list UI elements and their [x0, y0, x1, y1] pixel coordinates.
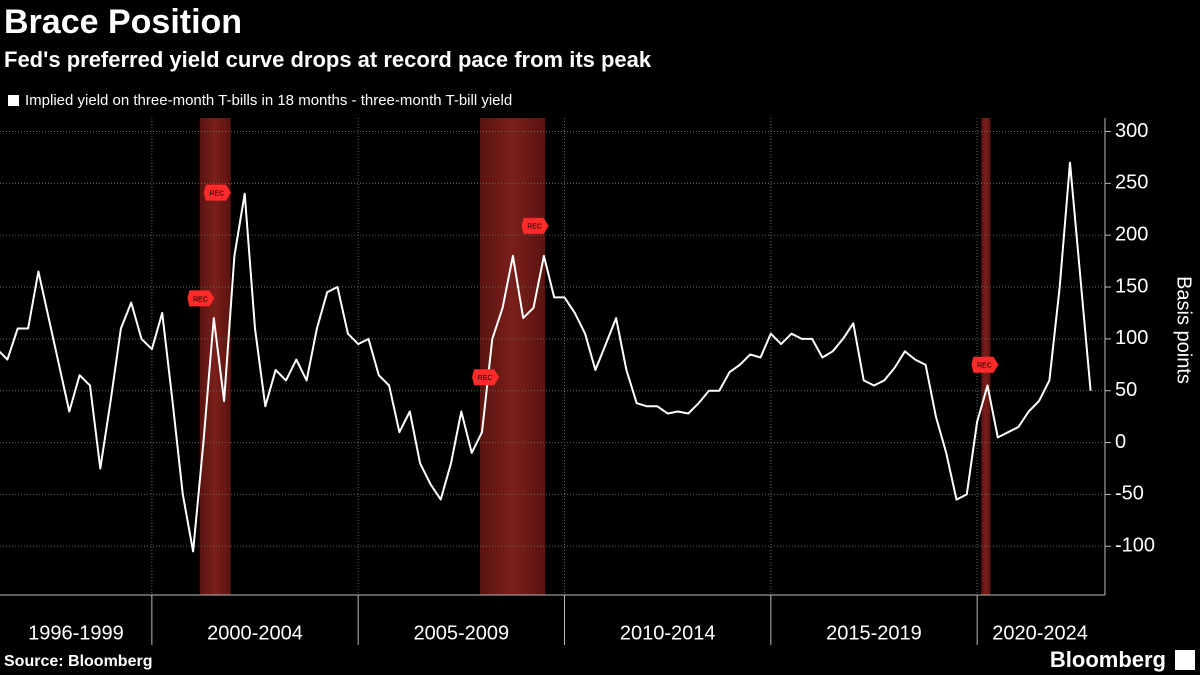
chart-title: Brace Position	[4, 3, 242, 41]
recession-band	[981, 118, 991, 595]
x-group-label: 2015-2019	[826, 622, 922, 644]
brand-icon	[1175, 650, 1195, 670]
annotation-marker	[971, 356, 999, 373]
y-tick-label: -50	[1115, 483, 1144, 505]
y-tick-label: 50	[1115, 379, 1137, 401]
x-group-label: 2005-2009	[414, 622, 510, 644]
y-tick-label: 0	[1115, 431, 1126, 453]
annotation: REC	[971, 356, 999, 373]
y-tick-label: 200	[1115, 223, 1148, 245]
annotation: REC	[472, 369, 500, 386]
annotation: REC	[521, 217, 549, 234]
y-axis-label: Basis points	[1173, 276, 1195, 384]
annotation-marker	[521, 217, 549, 234]
legend-swatch	[8, 95, 19, 106]
brand: Bloomberg	[1050, 647, 1166, 672]
annotation-label: REC	[193, 296, 208, 303]
chart-subtitle: Fed's preferred yield curve drops at rec…	[4, 47, 652, 72]
annotation-label: REC	[527, 224, 542, 231]
y-tick-label: 150	[1115, 275, 1148, 297]
annotation-marker	[187, 290, 215, 307]
y-tick-label: 100	[1115, 327, 1148, 349]
x-group-label: 2000-2004	[207, 622, 303, 644]
legend-label: Implied yield on three-month T-bills in …	[25, 92, 512, 109]
annotation-label: REC	[478, 375, 493, 382]
y-tick-label: 250	[1115, 172, 1148, 194]
y-tick-label: 300	[1115, 120, 1148, 142]
series-line	[0, 161, 1092, 553]
x-group-label: 2010-2014	[620, 622, 716, 644]
annotation-marker	[472, 369, 500, 386]
annotation-label: REC	[209, 191, 224, 198]
annotation-label: REC	[977, 363, 992, 370]
source: Source: Bloomberg	[4, 653, 152, 670]
y-tick-label: -100	[1115, 535, 1155, 557]
annotation: REC	[187, 290, 215, 307]
x-group-label: 1996-1999	[28, 622, 124, 644]
annotation-marker	[203, 184, 231, 201]
annotation: REC	[203, 184, 231, 201]
x-group-label: 2020-2024	[992, 622, 1088, 644]
